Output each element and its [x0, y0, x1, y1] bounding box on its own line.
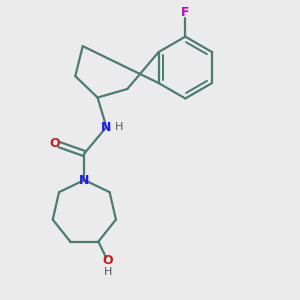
Text: N: N	[79, 173, 89, 187]
Text: O: O	[50, 137, 60, 150]
Text: H: H	[115, 122, 123, 132]
Text: O: O	[102, 254, 113, 267]
Text: H: H	[103, 267, 112, 277]
Text: F: F	[181, 6, 190, 19]
Text: N: N	[101, 121, 112, 134]
